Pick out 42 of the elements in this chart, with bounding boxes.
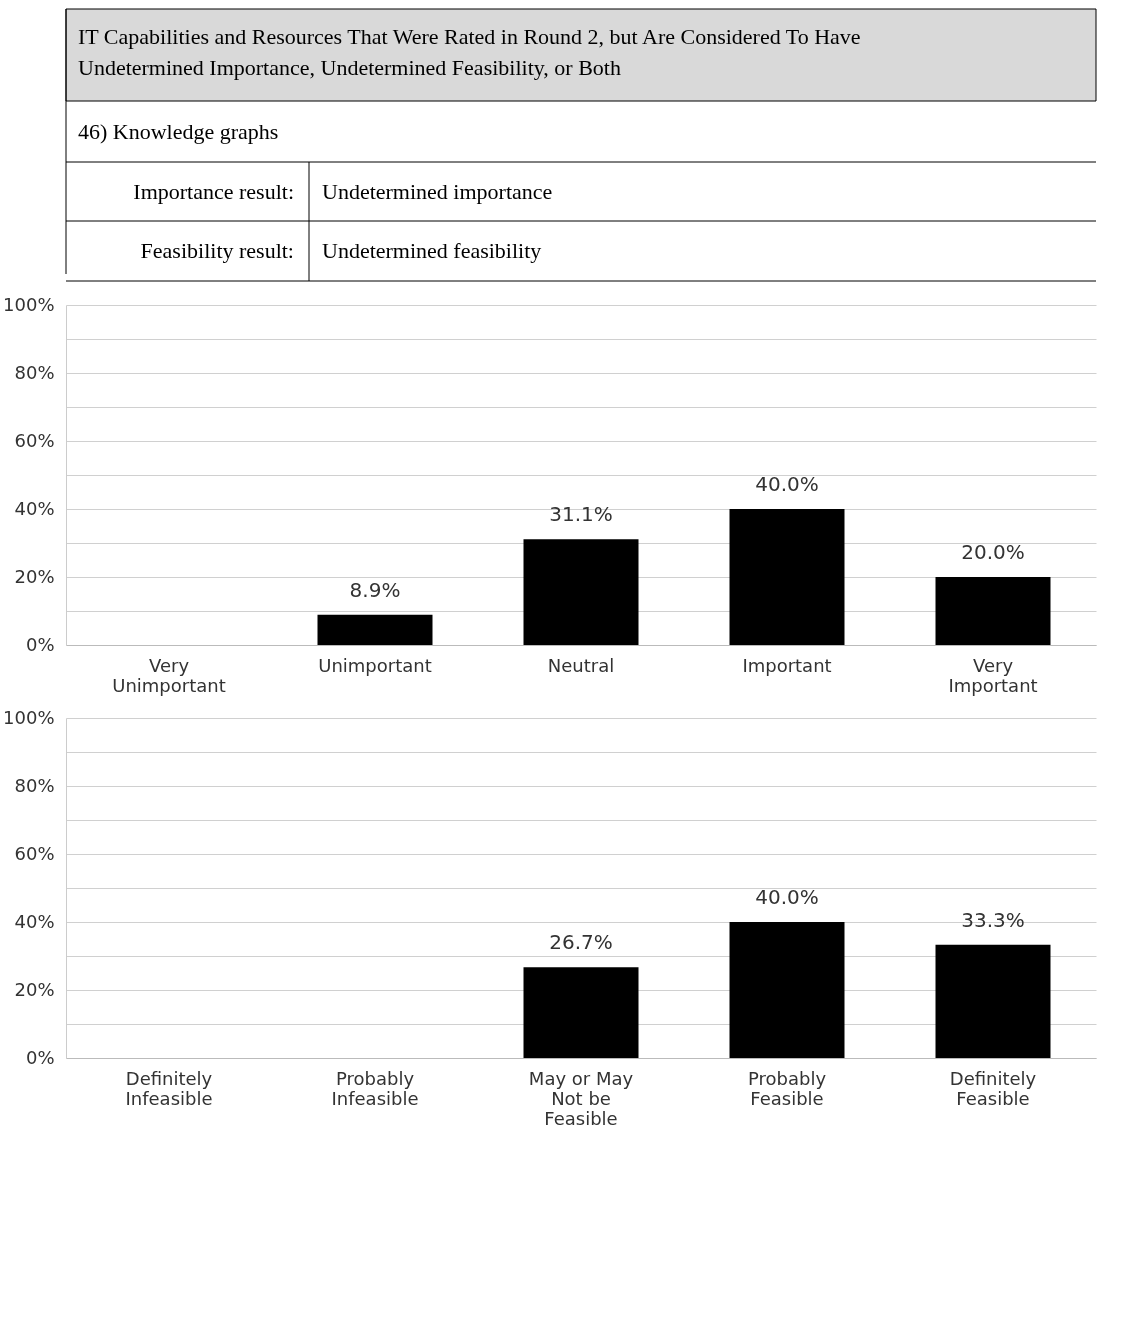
- bar: [729, 922, 845, 1058]
- y-tick-label: 40%: [14, 497, 55, 519]
- y-tick-label: 100%: [3, 706, 55, 728]
- y-tick-label: 60%: [14, 842, 55, 864]
- chart-subtitle: 46) Knowledge graphs: [78, 119, 279, 144]
- y-tick-label: 60%: [14, 429, 55, 451]
- text: Undetermined feasibility: [322, 238, 542, 263]
- bar: [317, 614, 433, 645]
- text: Undetermined importance: [322, 179, 553, 204]
- x-tick-label: Very Unimportant: [112, 654, 226, 696]
- bar: [523, 967, 639, 1058]
- data-label: 40.0%: [755, 472, 819, 496]
- y-tick-label: 40%: [14, 910, 55, 932]
- y-tick-label: 0%: [25, 1046, 55, 1068]
- data-label: 31.1%: [549, 502, 613, 527]
- bar: [729, 509, 845, 645]
- x-tick-label: Important: [742, 654, 832, 676]
- y-tick-label: 80%: [14, 774, 55, 796]
- x-tick-label: Unimportant: [318, 654, 432, 676]
- x-tick-label: Probably Infeasible: [331, 1067, 419, 1109]
- x-tick-label: Probably Feasible: [747, 1067, 827, 1109]
- x-tick-label: Definitely Infeasible: [125, 1067, 213, 1109]
- data-label: 8.9%: [349, 577, 401, 602]
- data-label: 20.0%: [961, 540, 1025, 564]
- chart-title: IT Capabilities and Resources That Were Rated in Round 2, but Are Considered To Have Undetermined Importance, Undetermined Feasibility, or Both: [78, 24, 861, 80]
- y-tick-label: 20%: [14, 565, 55, 587]
- y-tick-label: 80%: [14, 361, 55, 383]
- y-tick-label: 100%: [3, 293, 55, 315]
- text: Importance result:: [133, 179, 294, 204]
- bar: [935, 944, 1051, 1058]
- bar: [935, 577, 1051, 645]
- x-tick-label: Very Important: [948, 654, 1038, 696]
- x-tick-label: Definitely Feasible: [949, 1067, 1037, 1109]
- data-label: 40.0%: [755, 885, 819, 909]
- y-tick-label: 0%: [25, 633, 55, 655]
- x-tick-label: May or May Not be Feasible: [528, 1067, 634, 1129]
- data-label: 33.3%: [961, 907, 1025, 932]
- bar: [523, 539, 639, 645]
- y-tick-label: 20%: [14, 978, 55, 1000]
- text: Feasibility result:: [140, 238, 294, 263]
- data-label: 26.7%: [549, 930, 613, 955]
- x-tick-label: Neutral: [547, 654, 615, 676]
